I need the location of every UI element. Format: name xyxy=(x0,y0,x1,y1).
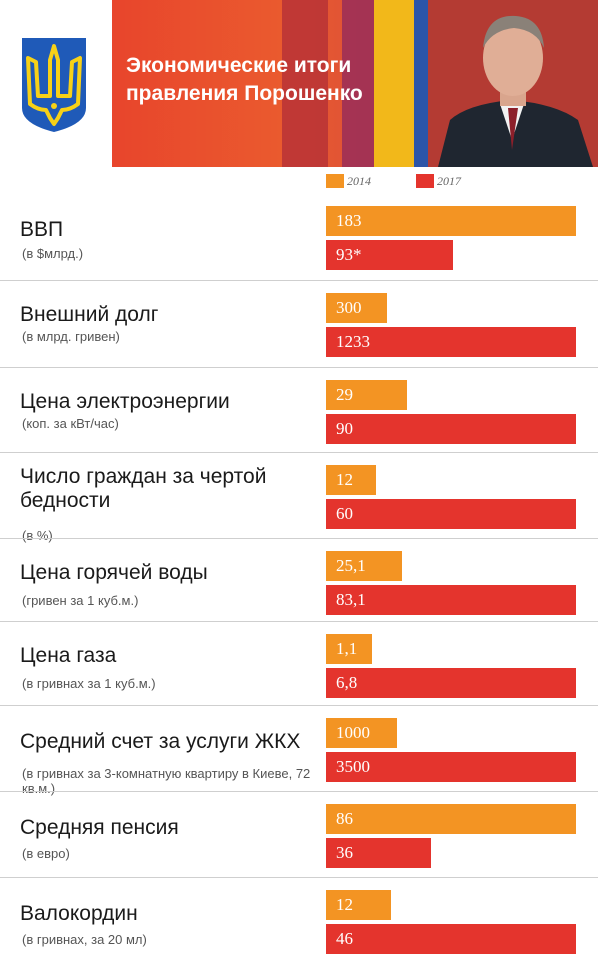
data-label: 183 xyxy=(336,211,362,230)
portrait-photo xyxy=(428,0,598,167)
data-label: 1000 xyxy=(336,723,370,742)
category-label: Число граждан за чертой бедности xyxy=(20,465,267,512)
banner: Экономические итоги правления Порошенко xyxy=(112,0,598,167)
category-label: Внешний долг xyxy=(20,303,159,326)
data-label: 46 xyxy=(336,929,353,948)
category-label: Цена электроэнергии xyxy=(20,390,230,413)
bar-2014: 25,1 xyxy=(326,551,402,581)
bar-2017: 90 xyxy=(326,414,576,444)
category-unit: (в гривнах за 1 куб.м.) xyxy=(22,676,156,691)
category-unit: (в $млрд.) xyxy=(22,246,84,261)
bar-2014: 12 xyxy=(326,465,376,495)
legend-item-2017: 2017 xyxy=(416,174,461,188)
bar-2017: 6,8 xyxy=(326,668,576,698)
category-unit: (в млрд. гривен) xyxy=(22,329,120,344)
category-unit: (в %) xyxy=(22,528,53,543)
bar-2017: 83,1 xyxy=(326,585,576,615)
bar-2014: 86 xyxy=(326,804,576,834)
data-label: 86 xyxy=(336,809,353,828)
data-label: 1,1 xyxy=(336,639,358,658)
data-label: 3500 xyxy=(336,757,370,776)
bar-2017: 1233 xyxy=(326,327,576,357)
data-label: 25,1 xyxy=(336,556,366,575)
bar-2014: 29 xyxy=(326,380,407,410)
chart-row: Число граждан за чертой бедности (в %) 12 6… xyxy=(0,452,598,543)
data-label: 36 xyxy=(336,843,353,862)
chart-row: Средняя пенсия (в евро) 86 36 xyxy=(0,791,598,878)
chart-row: ВВП (в $млрд.) 183 93* xyxy=(0,193,598,280)
legend-item-2014: 2014 xyxy=(326,174,371,188)
data-label: 12 xyxy=(336,470,353,489)
bar-2014: 12 xyxy=(326,890,391,920)
chart-row: Средний счет за услуги ЖКХ (в гривнах за … xyxy=(0,705,598,796)
legend-swatch-2014 xyxy=(326,174,344,188)
bar-2014: 300 xyxy=(326,293,387,323)
chart-row: Внешний долг (в млрд. гривен) 300 1233 xyxy=(0,280,598,367)
category-unit: (гривен за 1 куб.м.) xyxy=(22,593,139,608)
chart-row: Валокордин (в гривнах, за 20 мл) 12 46 xyxy=(0,877,598,964)
bar-2017: 93* xyxy=(326,240,453,270)
banner-flag xyxy=(282,0,328,167)
legend-label-2014: 2014 xyxy=(347,173,371,188)
bar-2014: 183 xyxy=(326,206,576,236)
data-label: 6,8 xyxy=(336,673,358,692)
legend: 2014 2017 xyxy=(0,167,598,193)
data-label: 29 xyxy=(336,385,353,404)
category-label: ВВП xyxy=(20,218,64,241)
data-label: 12 xyxy=(336,895,353,914)
category-label: Цена горячей воды xyxy=(20,561,208,584)
category-unit: (коп. за кВт/час) xyxy=(22,416,119,431)
data-label: 93* xyxy=(336,245,362,264)
data-label: 60 xyxy=(336,504,353,523)
data-label: 1233 xyxy=(336,332,370,351)
page-title: Экономические итоги правления Порошенко xyxy=(126,52,426,108)
coat-of-arms xyxy=(0,0,110,167)
data-label: 300 xyxy=(336,298,362,317)
chart-row: Цена газа (в гривнах за 1 куб.м.) 1,1 6,8 xyxy=(0,621,598,708)
title-line-1: Экономические итоги xyxy=(126,54,352,77)
legend-label-2017: 2017 xyxy=(437,173,461,188)
bar-2017: 60 xyxy=(326,499,576,529)
chart-row: Цена горячей воды (гривен за 1 куб.м.) 25,… xyxy=(0,538,598,625)
legend-swatch-2017 xyxy=(416,174,434,188)
header: Экономические итоги правления Порошенко xyxy=(0,0,598,167)
category-unit: (в гривнах за 3-комнатную квартиру в Кие… xyxy=(22,766,311,796)
category-label: Средний счет за услуги ЖКХ xyxy=(20,730,301,753)
bar-2017: 36 xyxy=(326,838,431,868)
title-line-2: правления Порошенко xyxy=(126,82,363,105)
category-unit: (в гривнах, за 20 мл) xyxy=(22,932,147,947)
chart-row: Цена электроэнергии (коп. за кВт/час) 29 90 xyxy=(0,367,598,454)
trident-icon xyxy=(22,38,86,132)
category-label: Средняя пенсия xyxy=(20,816,179,839)
bar-2017: 3500 xyxy=(326,752,576,782)
bar-2014: 1,1 xyxy=(326,634,372,664)
data-label: 83,1 xyxy=(336,590,366,609)
data-label: 90 xyxy=(336,419,353,438)
category-label: Валокордин xyxy=(20,902,138,925)
bar-2014: 1000 xyxy=(326,718,397,748)
category-label: Цена газа xyxy=(20,644,117,667)
bar-2017: 46 xyxy=(326,924,576,954)
category-unit: (в евро) xyxy=(22,846,70,861)
